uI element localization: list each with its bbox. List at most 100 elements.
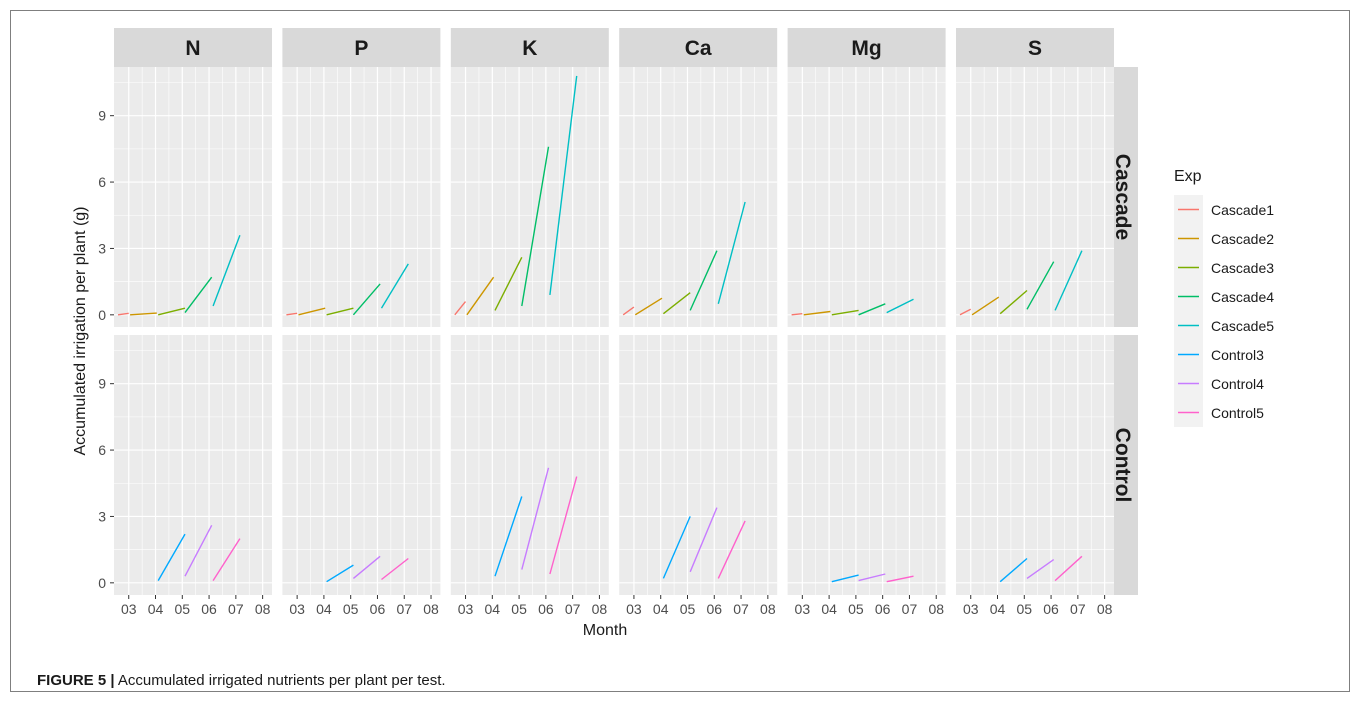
series-line-cascade5-P <box>380 263 409 309</box>
panel-cascade-Mg <box>787 67 946 327</box>
series-line-control5-S <box>1054 555 1083 582</box>
panel-cascade-S <box>956 67 1114 327</box>
series-line-cascade4-P <box>352 283 381 316</box>
strip-P <box>282 28 441 67</box>
series-line-cascade3-K <box>494 256 523 311</box>
series-line-cascade3-N <box>158 307 186 316</box>
series-line-control5-Ca <box>717 520 746 579</box>
strip-label-control: Control <box>1111 428 1134 503</box>
series-line-cascade1-Ca <box>622 306 635 316</box>
series-line-control3-P <box>326 564 354 583</box>
x-tick-label: 06 <box>538 601 554 617</box>
strip-S <box>956 28 1114 67</box>
y-axis-title: Accumulated irrigation per plant (g) <box>72 206 89 455</box>
series-line-cascade2-P <box>298 307 326 316</box>
y-tick-label: 0 <box>98 575 106 591</box>
x-tick-label: 07 <box>902 601 918 617</box>
panel-cascade-K <box>450 67 609 327</box>
x-tick-label: 05 <box>1016 601 1032 617</box>
strip-label-N: N <box>185 37 200 60</box>
series-line-cascade3-Mg <box>831 309 859 316</box>
x-tick-label: 05 <box>174 601 190 617</box>
series-line-control5-N <box>212 538 241 581</box>
panel-control-K <box>450 335 609 595</box>
series-line-control4-S <box>1026 559 1055 579</box>
x-tick-label: 03 <box>458 601 474 617</box>
x-tick-label: 03 <box>963 601 979 617</box>
panel-cascade-P <box>282 67 441 327</box>
x-tick-label: 04 <box>653 601 669 617</box>
legend-label-control3: Control3 <box>1211 347 1264 363</box>
x-tick-label: 03 <box>626 601 642 617</box>
series-line-control3-S <box>999 557 1028 583</box>
series-line-cascade4-Mg <box>858 303 886 316</box>
caption-text: Accumulated irrigated nutrients per plan… <box>117 672 446 689</box>
strip-label-P: P <box>354 37 368 60</box>
strip-label-S: S <box>1028 37 1042 60</box>
series-line-cascade1-Mg <box>791 313 803 316</box>
x-tick-label: 03 <box>121 601 137 617</box>
series-line-cascade2-K <box>466 276 495 316</box>
legend-label-control5: Control5 <box>1211 405 1264 421</box>
x-tick-label: 06 <box>370 601 386 617</box>
x-tick-label: 03 <box>289 601 305 617</box>
strip-Mg <box>787 28 946 67</box>
strip-Ca <box>619 28 778 67</box>
x-tick-label: 08 <box>423 601 439 617</box>
legend-label-cascade4: Cascade4 <box>1211 289 1274 305</box>
series-line-control3-K <box>494 496 523 577</box>
panel-cascade-Ca <box>619 67 778 327</box>
series-line-cascade5-Ca <box>717 201 746 304</box>
y-tick-label: 9 <box>98 108 106 124</box>
series-line-control4-Mg <box>858 573 886 582</box>
strip-N <box>114 28 272 67</box>
x-axis-title: Month <box>583 622 627 639</box>
strip-label-K: K <box>522 37 537 60</box>
series-line-cascade2-Mg <box>803 310 831 316</box>
series-line-cascade4-S <box>1026 261 1055 310</box>
strip-K <box>450 28 609 67</box>
legend-label-cascade1: Cascade1 <box>1211 202 1274 218</box>
series-line-control5-K <box>549 476 578 575</box>
x-tick-label: 06 <box>875 601 891 617</box>
series-line-control4-K <box>521 467 550 570</box>
series-line-cascade3-Ca <box>662 292 691 315</box>
legend-title: Exp <box>1174 168 1202 185</box>
x-tick-label: 05 <box>511 601 527 617</box>
series-line-cascade1-S <box>959 308 972 316</box>
series-line-control3-N <box>157 533 186 581</box>
x-tick-label: 05 <box>343 601 359 617</box>
series-line-cascade4-Ca <box>689 250 718 311</box>
series-line-cascade5-Mg <box>886 298 914 314</box>
series-line-cascade2-N <box>130 312 157 316</box>
x-tick-label: 06 <box>706 601 722 617</box>
x-tick-label: 04 <box>990 601 1006 617</box>
x-tick-label: 05 <box>680 601 696 617</box>
x-tick-label: 04 <box>148 601 164 617</box>
series-line-control3-Mg <box>831 574 859 583</box>
x-tick-label: 07 <box>396 601 412 617</box>
panel-cascade-N <box>114 67 272 327</box>
series-line-cascade1-P <box>286 312 298 316</box>
legend-label-cascade3: Cascade3 <box>1211 260 1274 276</box>
series-line-control5-P <box>381 557 409 581</box>
series-line-cascade3-S <box>999 289 1028 315</box>
series-line-cascade2-Ca <box>634 297 663 316</box>
x-tick-label: 06 <box>1043 601 1059 617</box>
x-tick-label: 06 <box>201 601 217 617</box>
series-line-cascade3-P <box>326 307 354 316</box>
strip-label-Mg: Mg <box>851 37 881 60</box>
series-line-cascade4-K <box>521 146 550 307</box>
x-tick-label: 08 <box>760 601 776 617</box>
x-tick-label: 04 <box>485 601 501 617</box>
series-line-control5-Mg <box>886 575 914 583</box>
y-tick-label: 6 <box>98 174 106 190</box>
x-tick-label: 07 <box>733 601 749 617</box>
series-line-cascade1-N <box>117 312 129 316</box>
x-tick-label: 03 <box>795 601 811 617</box>
legend-label-cascade5: Cascade5 <box>1211 318 1274 334</box>
y-tick-label: 3 <box>98 508 106 524</box>
panel-control-Ca <box>619 335 778 595</box>
panel-control-N <box>114 335 272 595</box>
